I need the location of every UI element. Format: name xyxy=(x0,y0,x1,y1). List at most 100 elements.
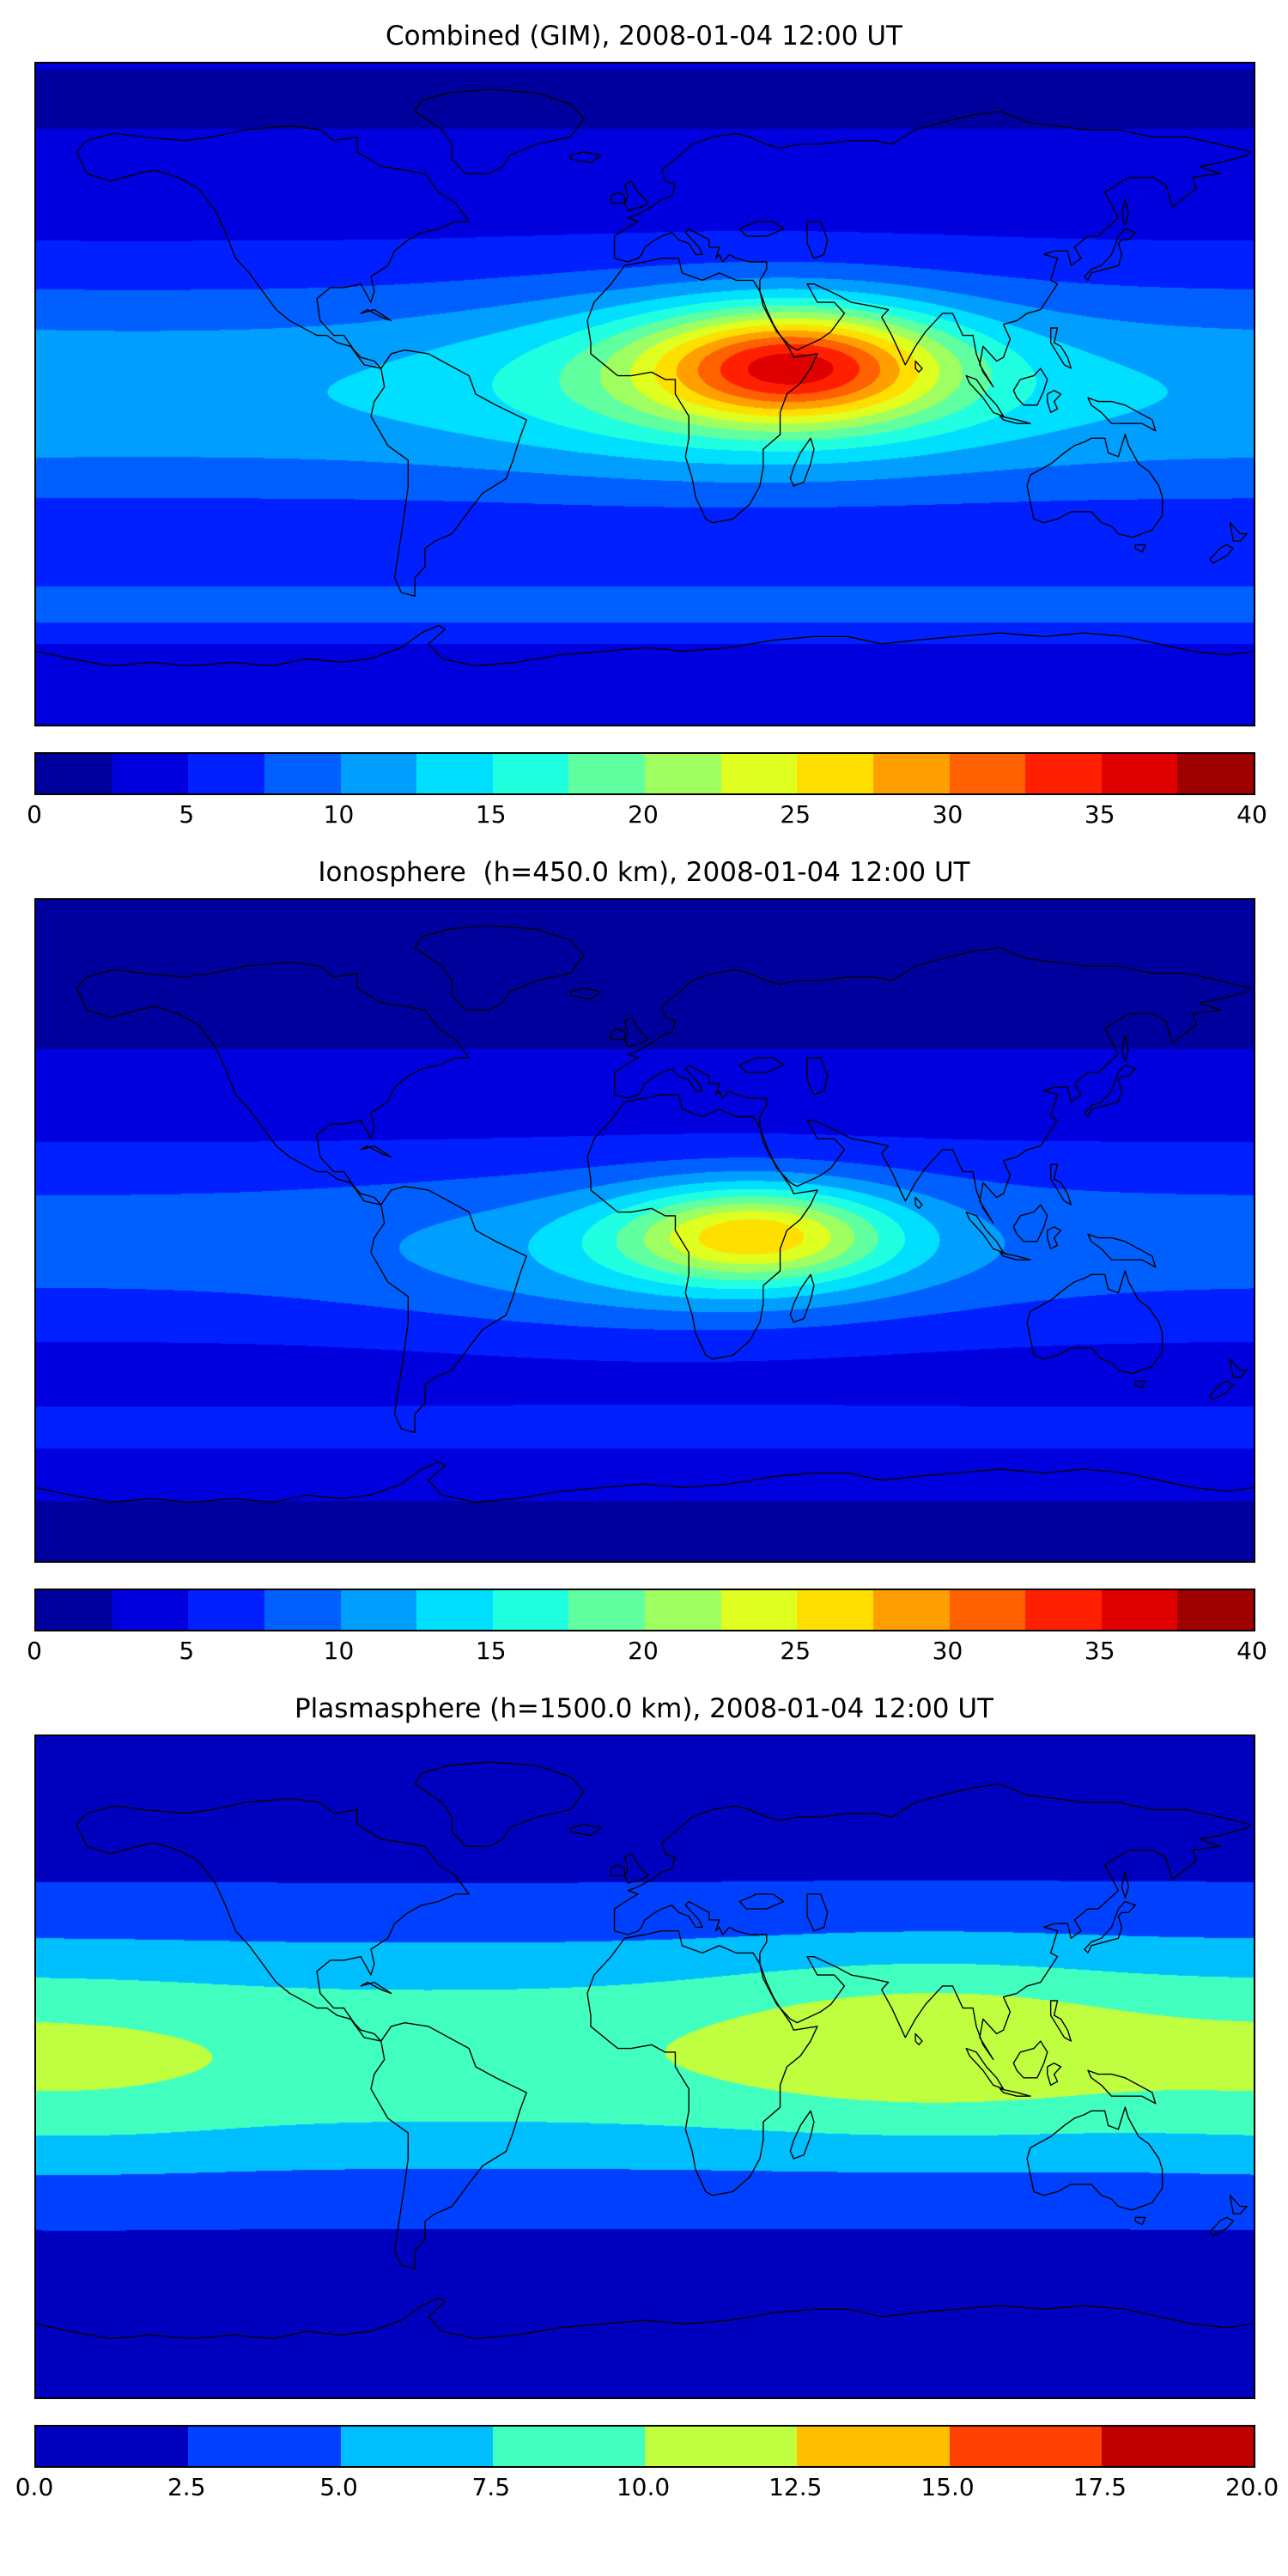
colorbar-segment xyxy=(720,754,798,793)
coastline-new-zealand-north xyxy=(1230,1359,1247,1377)
coastline-africa xyxy=(587,1931,817,2196)
coastline-japan xyxy=(1084,229,1135,281)
coastline-africa xyxy=(587,1095,817,1359)
tec-field-canvas-ionosphere xyxy=(36,900,1254,1561)
coastline-new-zealand-north xyxy=(1230,2196,1247,2214)
colorbar-segment xyxy=(797,1590,873,1630)
map-plasmasphere xyxy=(34,1735,1255,2399)
coastline-new-zealand-south xyxy=(1210,544,1234,562)
colorbar-tick-label: 15.0 xyxy=(920,2473,975,2501)
colorbar-tick-label: 40 xyxy=(1236,1637,1267,1665)
colorbar-tick-label: 5 xyxy=(179,1637,195,1665)
colorbar-segment xyxy=(1101,754,1178,793)
coastline-south-america xyxy=(371,1187,526,1433)
colorbar-segment xyxy=(645,754,721,793)
coastline-south-america xyxy=(371,350,526,597)
coastline-ireland xyxy=(611,192,625,204)
coastline-sulawesi xyxy=(1048,391,1061,413)
colorbar-segment xyxy=(1177,1590,1254,1630)
coastline-south-america xyxy=(371,2023,526,2269)
colorbar-segment xyxy=(492,754,569,793)
coastline-antarctica xyxy=(36,2299,1254,2339)
colorbar-segment xyxy=(264,754,341,793)
colorbar-segment xyxy=(492,2427,645,2466)
coastline-sumatra xyxy=(966,1212,1003,1253)
colorbar-tick-label: 20 xyxy=(628,1637,659,1665)
coastline-black-sea xyxy=(739,1058,783,1072)
map-ionosphere xyxy=(34,898,1255,1563)
coastline-java xyxy=(1000,416,1030,424)
coastline-north-america xyxy=(76,963,469,1205)
coastline-iceland xyxy=(570,988,600,999)
coastline-iceland xyxy=(570,152,600,163)
coastline-ireland xyxy=(611,1029,625,1040)
colorbar-segment xyxy=(1025,1590,1102,1630)
panel-title-ionosphere: Ionosphere (h=450.0 km), 2008-01-04 12:0… xyxy=(318,857,970,888)
colorbar-tick-label: 25 xyxy=(780,1637,811,1665)
coastline-black-sea xyxy=(739,222,783,236)
coastline-japan xyxy=(1084,1902,1135,1953)
colorbar-tick-label: 15 xyxy=(475,800,507,829)
colorbar-tick-label: 35 xyxy=(1084,1637,1115,1665)
coastline-africa xyxy=(587,258,817,523)
colorbar-tick-label: 10 xyxy=(323,1637,355,1665)
coastline-antarctica xyxy=(36,1462,1254,1503)
colorbar-combined xyxy=(34,752,1255,795)
coastline-black-sea xyxy=(739,1894,783,1909)
coastline-antarctica xyxy=(36,626,1254,666)
colorbar-tick-label: 5 xyxy=(179,800,195,829)
colorbar-segment xyxy=(1177,754,1254,793)
colorbar-tick-label: 40 xyxy=(1236,800,1267,829)
colorbar-segment xyxy=(797,2427,950,2466)
coastline-new-guinea xyxy=(1088,2070,1156,2104)
map-combined xyxy=(34,62,1255,726)
coastline-borneo xyxy=(1013,1205,1047,1242)
colorbar-tick-label: 35 xyxy=(1084,800,1115,829)
coastline-eurasia xyxy=(615,948,1251,1224)
coastline-eurasia xyxy=(615,1784,1251,2060)
colorbar-segment xyxy=(1101,2427,1254,2466)
panel-plasmasphere: Plasmasphere (h=1500.0 km), 2008-01-04 1… xyxy=(15,1693,1279,2507)
coastline-tasmania xyxy=(1135,544,1145,552)
colorbar-segment xyxy=(492,1590,569,1630)
coastline-sri-lanka xyxy=(915,2034,922,2045)
coastline-australia xyxy=(1027,434,1163,538)
coastline-caspian-sea xyxy=(807,222,828,258)
coastline-caspian-sea xyxy=(807,1894,828,1931)
colorbar-segment xyxy=(340,1590,417,1630)
coastline-ireland xyxy=(611,1865,625,1876)
coastline-madagascar xyxy=(790,1274,814,1322)
colorbar-segment xyxy=(645,2427,798,2466)
coastline-sri-lanka xyxy=(915,361,922,373)
coastline-borneo xyxy=(1013,2041,1047,2078)
colorbar-tick-label: 10.0 xyxy=(616,2473,671,2501)
colorbar-segment xyxy=(112,1590,189,1630)
coastline-australia xyxy=(1027,2107,1163,2210)
colorbar-ticks-ionosphere: 0 5 10 15 20 25 30 35 40 xyxy=(27,1637,1267,1671)
coastline-cuba xyxy=(361,1983,391,1994)
colorbar-segment xyxy=(36,1590,112,1630)
colorbar-tick-label: 20 xyxy=(628,800,659,829)
colorbar-segment xyxy=(188,2427,341,2466)
coastline-new-zealand-south xyxy=(1210,2217,1234,2235)
colorbar-tick-label: 20.0 xyxy=(1224,2473,1279,2501)
colorbar-tick-label: 5.0 xyxy=(319,2473,358,2501)
colorbar-tick-label: 25 xyxy=(780,800,811,829)
colorbar-tick-label: 7.5 xyxy=(471,2473,511,2501)
coastline-new-zealand-north xyxy=(1230,523,1247,541)
colorbar-tick-label: 0 xyxy=(27,1637,42,1665)
colorbar-tick-label: 0.0 xyxy=(15,2473,54,2501)
coastline-borneo xyxy=(1013,368,1047,405)
coastline-cuba xyxy=(361,310,391,321)
panel-title-combined: Combined (GIM), 2008-01-04 12:00 UT xyxy=(386,21,902,52)
colorbar-segment xyxy=(1101,1590,1178,1630)
coastline-greenland xyxy=(415,1762,584,1846)
colorbar-segment xyxy=(949,754,1026,793)
colorbar-tick-label: 30 xyxy=(932,800,963,829)
colorbar-segment xyxy=(872,754,950,793)
coastline-philippines xyxy=(1051,2001,1072,2041)
coastline-eurasia xyxy=(615,112,1251,387)
panel-ionosphere: Ionosphere (h=450.0 km), 2008-01-04 12:0… xyxy=(27,857,1267,1671)
coastline-madagascar xyxy=(790,2111,814,2159)
colorbar-segment xyxy=(949,2427,1102,2466)
